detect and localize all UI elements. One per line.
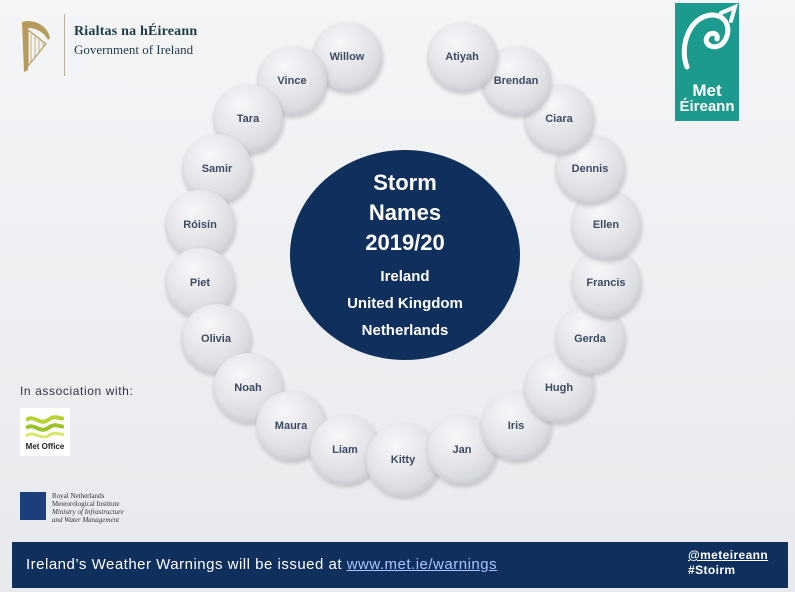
met-logo-line1: Met [692, 81, 722, 100]
warnings-link[interactable]: www.met.ie/warnings [346, 556, 498, 573]
warnings-footer-bar: Ireland’s Weather Warnings will be issue… [12, 542, 788, 588]
logo-divider [64, 14, 65, 76]
knmi-line2: Meteorological Institute [52, 500, 120, 508]
met-office-logo: Met Office [20, 408, 70, 456]
harp-icon [22, 20, 50, 73]
gov-name-english: Government of Ireland [74, 42, 194, 57]
storm-name-bubble: Olivia [181, 304, 251, 374]
government-of-ireland-logo: Rialtas na hÉireann Government of Irelan… [14, 10, 234, 80]
association-label: In association with: [20, 384, 134, 398]
storm-name-bubble: Piet [165, 248, 235, 318]
met-office-label: Met Office [25, 442, 65, 451]
gov-name-irish: Rialtas na hÉireann [74, 24, 198, 39]
twitter-handle-link[interactable]: @meteireann [688, 548, 769, 562]
storm-name-bubble: Róisín [165, 190, 235, 260]
hashtag: #Stoirm [688, 563, 736, 577]
knmi-line1: Royal Netherlands [52, 492, 105, 500]
met-office-waves-icon [26, 415, 64, 438]
storm-names-ring: Willow Vince Tara Samir Róisín Piet Oliv… [165, 22, 641, 497]
social-block: @meteireann #Stoirm [688, 548, 768, 578]
center-title-line2: Names [368, 200, 442, 225]
knmi-line3: Ministry of Infrastructure [52, 508, 124, 516]
country-ireland: Ireland [380, 268, 430, 285]
swirl-icon [681, 3, 739, 70]
warnings-text: Ireland’s Weather Warnings will be issue… [26, 556, 497, 573]
storm-name-bubble: Gerda [555, 304, 625, 374]
knmi-line4: and Water Management [52, 516, 120, 524]
crest-icon [20, 492, 46, 520]
warnings-message: Ireland’s Weather Warnings will be issue… [26, 556, 343, 573]
center-title-line3: 2019/20 [365, 230, 445, 255]
country-united-kingdom: United Kingdom [347, 295, 463, 312]
center-title-line1: Storm [373, 170, 437, 195]
storm-name-bubble: Atiyah [427, 22, 497, 92]
met-eireann-logo: Met Éireann [675, 3, 739, 121]
storm-names-center-circle: Storm Names 2019/20 Ireland United Kingd… [290, 150, 520, 360]
met-logo-line2: Éireann [679, 98, 735, 115]
country-netherlands: Netherlands [361, 322, 449, 339]
knmi-logo: Royal Netherlands Meteorological Institu… [20, 492, 140, 530]
